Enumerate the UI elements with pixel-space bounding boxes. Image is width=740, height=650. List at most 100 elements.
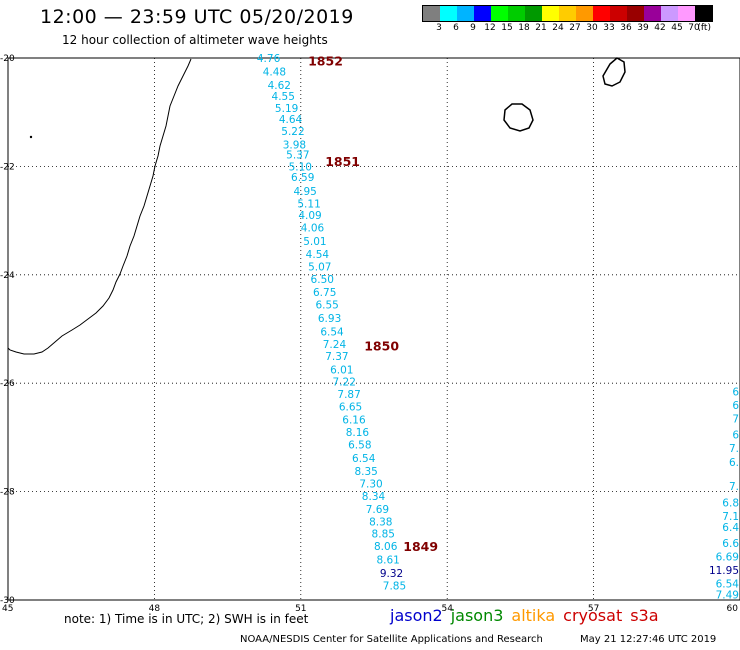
wave-height-value: 5.01 <box>303 236 326 248</box>
lon-tick-label: 60 <box>727 604 739 614</box>
wave-height-value: 6.4 <box>722 522 739 534</box>
wave-height-value: 7.69 <box>366 504 389 516</box>
wave-height-value: 6.59 <box>291 172 314 184</box>
wave-height-value: 6.54 <box>320 327 344 339</box>
legend-swatch <box>423 6 440 21</box>
legend-swatch <box>644 6 661 21</box>
wave-height-value: 3.98 <box>283 140 306 152</box>
lat-tick-label: -22 <box>0 162 15 172</box>
legend-label: 6 <box>453 23 459 33</box>
satellite-cryosat: cryosat <box>563 606 623 625</box>
wave-height-value: 7.24 <box>323 339 347 351</box>
satellite-s3a: s3a <box>630 606 659 625</box>
legend-label: 24 <box>552 23 564 33</box>
legend-label: 27 <box>569 23 581 33</box>
legend-label: 39 <box>637 23 649 33</box>
legend-swatch <box>525 6 542 21</box>
legend-label: 9 <box>470 23 476 33</box>
legend-label: 45 <box>671 23 683 33</box>
wave-height-value: 4.06 <box>301 223 325 235</box>
lat-tick-label: -20 <box>0 54 15 64</box>
wave-height-value: 11.95 <box>709 565 739 577</box>
wave-height-value: 6 <box>732 400 739 412</box>
map-frame <box>7 57 740 601</box>
wave-height-value: 6 <box>732 386 739 398</box>
wave-height-value: 9.32 <box>380 568 403 580</box>
pass-labels: 1852 1851 1850 1849 <box>308 54 438 554</box>
legend-swatch <box>661 6 678 21</box>
wave-height-value: 6.58 <box>348 439 371 451</box>
satellite-jason2: jason2 <box>390 606 443 625</box>
wave-height-value: 8.85 <box>372 528 395 540</box>
legend-swatch <box>457 6 474 21</box>
wave-height-value: 5.07 <box>308 262 331 274</box>
wave-height-value: 5.10 <box>289 161 312 173</box>
wave-height-value: 5.11 <box>297 198 320 210</box>
legend-label: 36 <box>620 23 632 33</box>
wave-height-value: 6.75 <box>313 287 336 299</box>
wave-height-value: 6.01 <box>330 365 353 377</box>
lat-tick-label: -28 <box>0 488 15 498</box>
legend-swatch <box>542 6 559 21</box>
wave-height-value: 8.61 <box>376 554 399 566</box>
wave-height-value: 5.22 <box>281 126 304 138</box>
pass-label: 1851 <box>325 154 360 169</box>
wave-height-value: 4.64 <box>279 114 303 126</box>
legend-label: 15 <box>501 23 513 33</box>
wave-height-value: 8.06 <box>374 541 398 553</box>
lon-tick-label: 48 <box>149 604 161 614</box>
wave-height-value: 8.38 <box>369 516 392 528</box>
wave-height-value: 8.35 <box>354 466 377 478</box>
wave-height-value: 6. <box>729 457 739 469</box>
wave-height-value: 7. <box>729 481 739 493</box>
credit-text: NOAA/NESDIS Center for Satellite Applica… <box>240 634 543 645</box>
lon-tick-label: 54 <box>441 604 453 614</box>
wave-height-legend: 3 6 9 12 15 18 21 24 27 30 33 36 39 42 45 70 (ft) <box>422 5 713 34</box>
wave-height-value: 7.85 <box>383 580 406 592</box>
legend-labels: 3 6 9 12 15 18 21 24 27 30 33 36 39 42 45 70 (ft) <box>422 22 713 34</box>
coastline <box>7 57 626 355</box>
lon-tick-label: 45 <box>2 604 13 614</box>
credit-timestamp: May 21 12:27:46 UTC 2019 <box>580 634 717 645</box>
mauritius-island <box>602 57 626 87</box>
wave-height-value: 4.54 <box>306 249 330 261</box>
footer-note: note: 1) Time is in UTC; 2) SWH is in fe… <box>64 612 309 626</box>
legend-label: 30 <box>586 23 598 33</box>
wave-height-value: 4.09 <box>298 210 321 222</box>
wave-height-value: 6.69 <box>716 552 739 564</box>
legend-color-scale <box>422 5 713 22</box>
legend-label: 42 <box>654 23 666 33</box>
small-island <box>29 135 33 139</box>
map-subtitle: 12 hour collection of altimeter wave hei… <box>62 33 328 47</box>
wave-height-value: 6.50 <box>311 274 334 286</box>
wave-height-value: 7.1 <box>722 511 739 523</box>
satellite-legend: jason2 jason3 altika cryosat s3a <box>390 606 667 625</box>
wave-height-value: 7.37 <box>325 351 348 363</box>
legend-swatch <box>440 6 457 21</box>
lon-tick-label: 51 <box>295 604 306 614</box>
wave-height-value: 6.54 <box>352 453 376 465</box>
axis-ticks: 45 48 51 54 57 60 -20 -22 -24 -26 -28 -30 <box>0 54 738 614</box>
wave-height-value: 8.34 <box>362 491 386 503</box>
legend-label: 12 <box>484 23 496 33</box>
wave-height-value: 8.16 <box>346 427 370 439</box>
lat-tick-label: -24 <box>0 271 15 281</box>
pass-label: 1852 <box>308 54 343 69</box>
reunion-island <box>503 103 534 132</box>
legend-swatch <box>474 6 491 21</box>
wave-height-value: 7.30 <box>359 478 382 490</box>
wave-height-value: 6.54 <box>716 579 740 591</box>
wave-height-value: 7 <box>732 413 739 425</box>
wave-height-value: 6.55 <box>315 300 338 312</box>
madagascar-coastline <box>7 58 192 355</box>
wave-height-value: 4.48 <box>263 67 286 79</box>
wave-height-value: 7.22 <box>333 377 356 389</box>
wave-height-value: 6.6 <box>722 538 739 550</box>
legend-swatch <box>627 6 644 21</box>
pass-label: 1850 <box>364 338 399 353</box>
legend-unit: (ft) <box>697 23 711 33</box>
wave-height-value: 5.19 <box>275 103 298 115</box>
wave-height-value: 7.87 <box>337 389 360 401</box>
lat-tick-label: -30 <box>0 596 15 606</box>
